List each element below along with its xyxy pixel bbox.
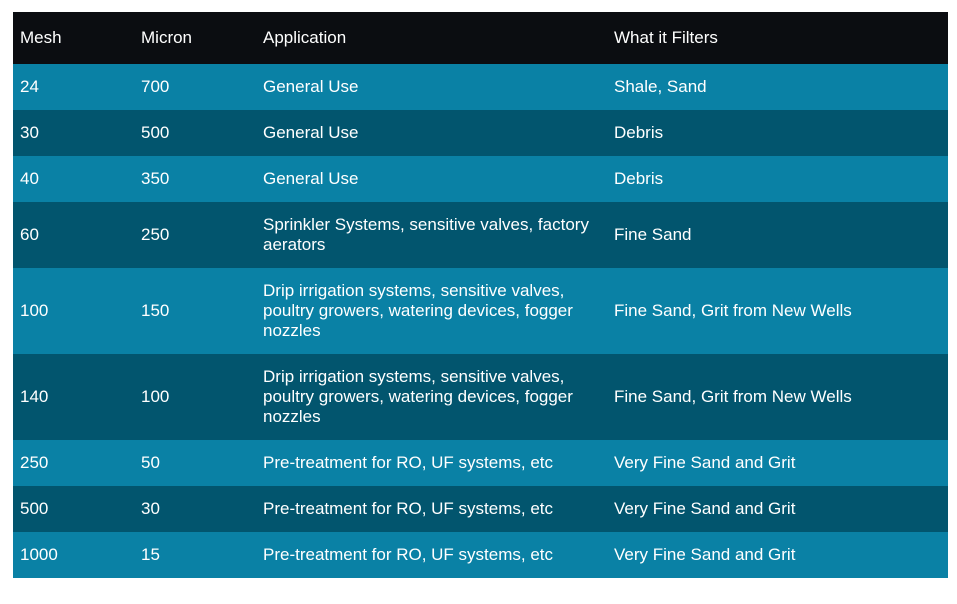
cell-mesh: 30: [13, 110, 134, 156]
cell-application: Pre-treatment for RO, UF systems, etc: [256, 440, 607, 486]
cell-micron: 350: [134, 156, 256, 202]
cell-application: Pre-treatment for RO, UF systems, etc: [256, 532, 607, 578]
table-row: 500 30 Pre-treatment for RO, UF systems,…: [13, 486, 948, 532]
cell-application: Drip irrigation systems, sensitive valve…: [256, 268, 607, 354]
cell-mesh: 24: [13, 64, 134, 110]
cell-application: General Use: [256, 110, 607, 156]
cell-micron: 100: [134, 354, 256, 440]
cell-mesh: 500: [13, 486, 134, 532]
table-header: Mesh Micron Application What it Filters: [13, 12, 948, 64]
cell-micron: 50: [134, 440, 256, 486]
table-row: 24 700 General Use Shale, Sand: [13, 64, 948, 110]
cell-application: Drip irrigation systems, sensitive valve…: [256, 354, 607, 440]
cell-mesh: 40: [13, 156, 134, 202]
cell-filters: Shale, Sand: [607, 64, 948, 110]
cell-application: Pre-treatment for RO, UF systems, etc: [256, 486, 607, 532]
mesh-micron-table-container: Mesh Micron Application What it Filters …: [13, 12, 948, 578]
cell-micron: 30: [134, 486, 256, 532]
table-row: 140 100 Drip irrigation systems, sensiti…: [13, 354, 948, 440]
cell-mesh: 140: [13, 354, 134, 440]
cell-filters: Fine Sand: [607, 202, 948, 268]
column-header-application: Application: [256, 12, 607, 64]
cell-application: General Use: [256, 64, 607, 110]
cell-mesh: 250: [13, 440, 134, 486]
column-header-micron: Micron: [134, 12, 256, 64]
cell-filters: Fine Sand, Grit from New Wells: [607, 268, 948, 354]
cell-micron: 15: [134, 532, 256, 578]
column-header-mesh: Mesh: [13, 12, 134, 64]
cell-filters: Very Fine Sand and Grit: [607, 532, 948, 578]
cell-micron: 700: [134, 64, 256, 110]
cell-mesh: 60: [13, 202, 134, 268]
cell-micron: 250: [134, 202, 256, 268]
cell-micron: 150: [134, 268, 256, 354]
cell-application: Sprinkler Systems, sensitive valves, fac…: [256, 202, 607, 268]
cell-application: General Use: [256, 156, 607, 202]
cell-filters: Fine Sand, Grit from New Wells: [607, 354, 948, 440]
cell-mesh: 100: [13, 268, 134, 354]
mesh-micron-filter-table: Mesh Micron Application What it Filters …: [13, 12, 948, 578]
cell-mesh: 1000: [13, 532, 134, 578]
table-row: 60 250 Sprinkler Systems, sensitive valv…: [13, 202, 948, 268]
table-row: 250 50 Pre-treatment for RO, UF systems,…: [13, 440, 948, 486]
table-row: 100 150 Drip irrigation systems, sensiti…: [13, 268, 948, 354]
cell-filters: Very Fine Sand and Grit: [607, 440, 948, 486]
cell-filters: Very Fine Sand and Grit: [607, 486, 948, 532]
table-row: 30 500 General Use Debris: [13, 110, 948, 156]
cell-filters: Debris: [607, 110, 948, 156]
header-row: Mesh Micron Application What it Filters: [13, 12, 948, 64]
table-row: 1000 15 Pre-treatment for RO, UF systems…: [13, 532, 948, 578]
table-row: 40 350 General Use Debris: [13, 156, 948, 202]
table-body: 24 700 General Use Shale, Sand 30 500 Ge…: [13, 64, 948, 578]
column-header-filters: What it Filters: [607, 12, 948, 64]
cell-filters: Debris: [607, 156, 948, 202]
cell-micron: 500: [134, 110, 256, 156]
